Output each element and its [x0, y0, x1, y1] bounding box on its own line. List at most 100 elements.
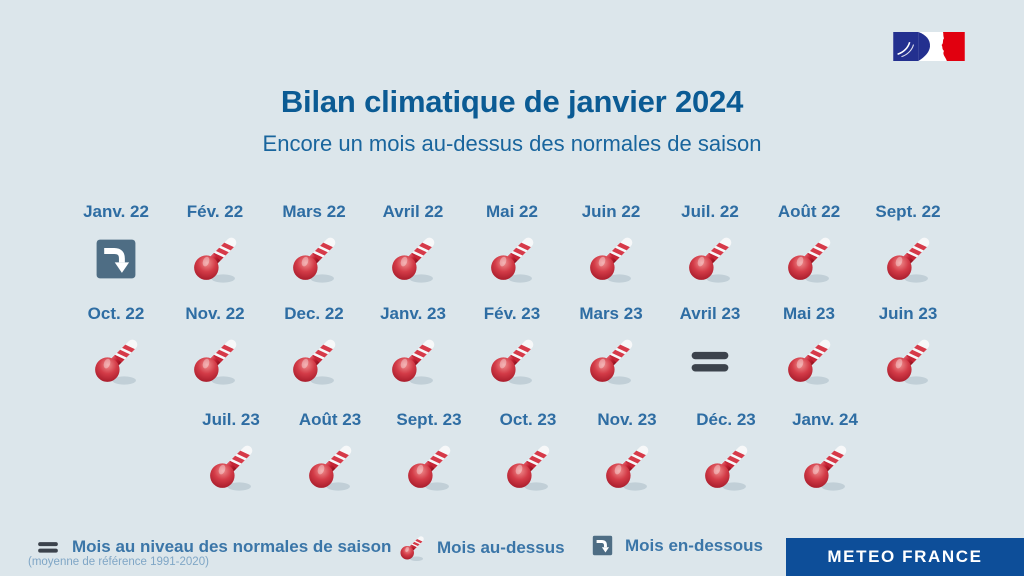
month-row-1: Janv. 22 Fév. 22 Mars 22 Avril 22 Mai 22…	[0, 202, 1024, 290]
month-label: Juin 22	[581, 202, 641, 221]
month-icon-slot	[285, 330, 343, 392]
month-icon-slot	[87, 330, 145, 392]
thermometer-icon	[483, 332, 541, 390]
brand-label: METEO FRANCE	[827, 547, 983, 566]
thermometer-icon	[285, 230, 343, 288]
thermometer-icon	[396, 532, 428, 564]
month-cell: Fév. 22	[166, 202, 265, 290]
month-cell: Juin 23	[859, 304, 958, 392]
thermometer-icon	[186, 332, 244, 390]
month-label: Juil. 22	[681, 202, 739, 221]
month-icon-slot	[483, 330, 541, 392]
month-label: Août 23	[298, 410, 362, 429]
month-icon-slot	[202, 436, 260, 498]
month-icon-slot	[285, 228, 343, 290]
legend-above-label: Mois au-dessus	[437, 538, 565, 557]
legend-reference-note: (moyenne de référence 1991-2020)	[28, 556, 209, 568]
month-label: Mai 23	[783, 304, 835, 323]
month-label: Mars 22	[282, 202, 346, 221]
down-arrow-icon	[89, 232, 143, 286]
month-cell: Avril 22	[364, 202, 463, 290]
month-label: Juil. 23	[202, 410, 260, 429]
thermometer-icon	[186, 230, 244, 288]
month-row-2: Oct. 22 Nov. 22 Dec. 22 Janv. 23 Fév. 23…	[0, 304, 1024, 392]
month-label: Août 22	[777, 202, 841, 221]
legend-below-label: Mois en-dessous	[625, 535, 763, 555]
month-cell: Sept. 23	[380, 410, 479, 498]
month-cell: Oct. 22	[67, 304, 166, 392]
month-icon-slot	[483, 228, 541, 290]
month-label: Fév. 23	[483, 304, 541, 323]
legend-below: Mois en-dessous	[589, 532, 763, 559]
month-label: Oct. 23	[499, 410, 557, 429]
month-cell: Oct. 23	[479, 410, 578, 498]
month-cell: Déc. 23	[677, 410, 776, 498]
month-cell: Mars 23	[562, 304, 661, 392]
legend-above: Mois au-dessus	[396, 532, 565, 564]
month-label: Oct. 22	[87, 304, 145, 323]
month-label: Nov. 23	[597, 410, 657, 429]
thermometer-icon	[384, 230, 442, 288]
month-cell: Avril 23	[661, 304, 760, 392]
month-icon-slot	[780, 330, 838, 392]
month-icon-slot	[301, 436, 359, 498]
equals-icon	[682, 333, 738, 389]
month-cell: Janv. 24	[776, 410, 875, 498]
month-cell: Sept. 22	[859, 202, 958, 290]
month-icon-slot	[582, 228, 640, 290]
month-label: Avril 22	[382, 202, 444, 221]
month-icon-slot	[879, 228, 937, 290]
month-cell: Janv. 22	[67, 202, 166, 290]
page-title: Bilan climatique de janvier 2024	[280, 84, 744, 119]
page-subtitle: Encore un mois au-dessus des normales de…	[262, 131, 762, 156]
month-cell: Août 22	[760, 202, 859, 290]
month-icon-slot	[89, 228, 143, 290]
france-marianne-logo	[893, 32, 965, 61]
month-label: Juin 23	[878, 304, 938, 323]
month-cell: Dec. 22	[265, 304, 364, 392]
month-icon-slot	[400, 436, 458, 498]
month-label: Fév. 22	[186, 202, 244, 221]
thermometer-icon	[780, 230, 838, 288]
month-icon-slot	[186, 228, 244, 290]
thermometer-icon	[285, 332, 343, 390]
month-cell: Mars 22	[265, 202, 364, 290]
month-label: Mars 23	[579, 304, 643, 323]
thermometer-icon	[598, 438, 656, 496]
month-cell: Mai 22	[463, 202, 562, 290]
month-icon-slot	[186, 330, 244, 392]
month-label: Nov. 22	[185, 304, 245, 323]
month-cell: Juin 22	[562, 202, 661, 290]
month-icon-slot	[681, 228, 739, 290]
month-icon-slot	[582, 330, 640, 392]
month-cell: Nov. 23	[578, 410, 677, 498]
month-label: Mai 22	[486, 202, 538, 221]
thermometer-icon	[87, 332, 145, 390]
thermometer-icon	[400, 438, 458, 496]
month-row-3: Juil. 23 Août 23 Sept. 23 Oct. 23 Nov. 2…	[16, 410, 1024, 498]
month-icon-slot	[384, 228, 442, 290]
month-icon-slot	[384, 330, 442, 392]
month-cell: Juil. 22	[661, 202, 760, 290]
month-label: Janv. 23	[380, 304, 446, 323]
month-icon-slot	[780, 228, 838, 290]
thermometer-icon	[879, 230, 937, 288]
thermometer-icon	[879, 332, 937, 390]
month-icon-slot	[682, 330, 738, 392]
month-icon-slot	[499, 436, 557, 498]
thermometer-icon	[796, 438, 854, 496]
month-cell: Janv. 23	[364, 304, 463, 392]
thermometer-icon	[582, 230, 640, 288]
thermometer-icon	[681, 230, 739, 288]
month-label: Janv. 22	[83, 202, 149, 221]
month-icon-slot	[796, 436, 854, 498]
month-label: Sept. 22	[875, 202, 941, 221]
meteo-france-brand: METEO FRANCE	[786, 538, 1024, 576]
thermometer-icon	[582, 332, 640, 390]
month-label: Déc. 23	[696, 410, 756, 429]
thermometer-icon	[499, 438, 557, 496]
month-label: Sept. 23	[396, 410, 462, 429]
thermometer-icon	[697, 438, 755, 496]
month-label: Avril 23	[679, 304, 741, 323]
